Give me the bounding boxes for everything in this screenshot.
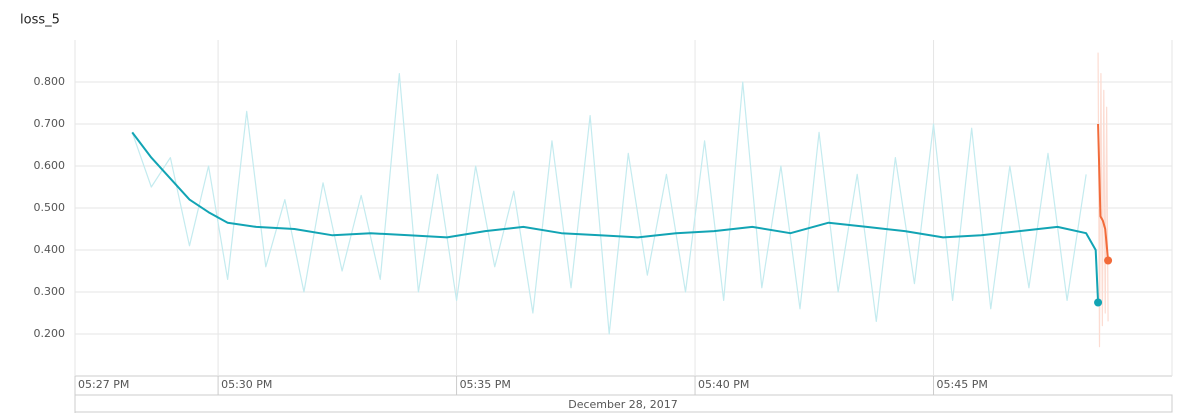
y-tick-label: 0.700 — [34, 117, 66, 130]
date-label: December 28, 2017 — [568, 398, 678, 411]
end-marker — [1104, 256, 1113, 265]
series-line — [131, 73, 1087, 335]
x-tick-label: 05:30 PM — [221, 378, 272, 391]
x-tick-label: 05:45 PM — [937, 378, 988, 391]
y-tick-label: 0.600 — [34, 159, 66, 172]
x-tick-label: 05:40 PM — [698, 378, 749, 391]
x-tick-label: 05:27 PM — [78, 378, 129, 391]
date-strip — [74, 394, 1173, 413]
x-tick-label: 05:35 PM — [460, 378, 511, 391]
y-tick-label: 0.800 — [34, 75, 66, 88]
chart-title: loss_5 — [20, 13, 60, 28]
y-tick-label: 0.400 — [34, 243, 66, 256]
y-tick-label: 0.500 — [34, 201, 66, 214]
end-marker — [1094, 298, 1103, 307]
y-tick-label: 0.300 — [34, 285, 66, 298]
series-line — [131, 131, 1100, 303]
y-tick-label: 0.200 — [34, 327, 66, 340]
series-line — [1097, 123, 1110, 261]
